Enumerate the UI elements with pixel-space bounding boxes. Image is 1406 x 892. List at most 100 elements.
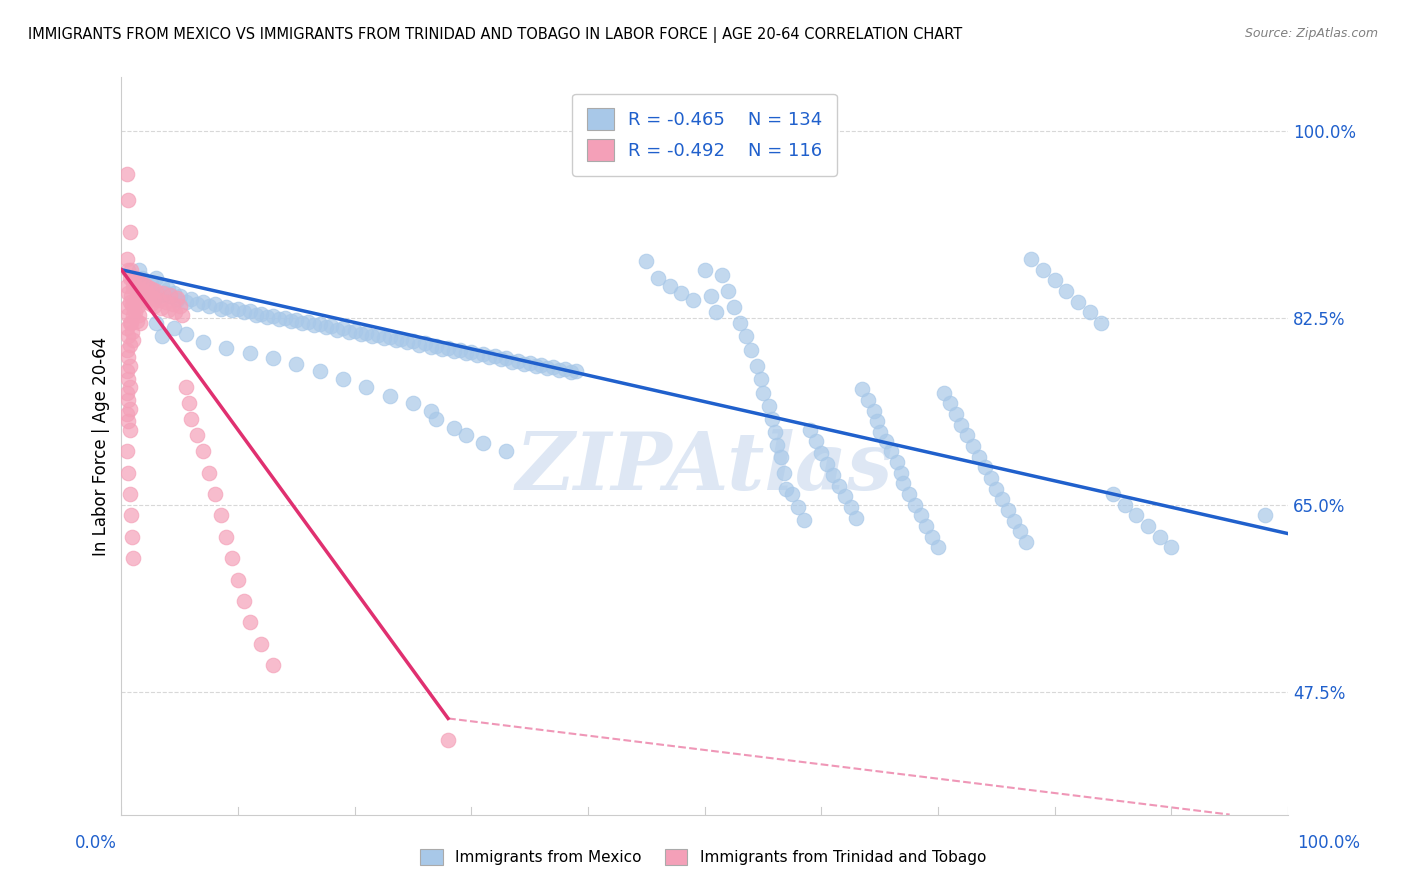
Point [1021, 252, 1043, 266]
Legend: R = -0.465    N = 134, R = -0.492    N = 116: R = -0.465 N = 134, R = -0.492 N = 116 [572, 94, 837, 176]
Point [962, 439, 984, 453]
Point [121, 530, 143, 544]
Point [163, 286, 186, 301]
Point [780, 487, 803, 501]
Point [766, 438, 789, 452]
Point [117, 329, 139, 343]
Point [408, 337, 430, 351]
Point [172, 308, 194, 322]
Point [143, 284, 166, 298]
Point [890, 466, 912, 480]
Text: IMMIGRANTS FROM MEXICO VS IMMIGRANTS FROM TRINIDAD AND TOBAGO IN LABOR FORCE | A: IMMIGRANTS FROM MEXICO VS IMMIGRANTS FRO… [28, 27, 962, 43]
Point [191, 294, 214, 309]
Point [565, 364, 588, 378]
Point [118, 380, 141, 394]
Point [524, 359, 547, 373]
Point [117, 308, 139, 322]
Point [134, 278, 156, 293]
Point [267, 311, 290, 326]
Point [945, 407, 967, 421]
Point [815, 457, 838, 471]
Point [134, 277, 156, 292]
Point [1253, 508, 1275, 523]
Point [1002, 514, 1025, 528]
Point [117, 262, 139, 277]
Point [209, 302, 232, 317]
Point [128, 308, 150, 322]
Point [337, 325, 360, 339]
Point [717, 284, 740, 298]
Point [384, 333, 406, 347]
Point [402, 396, 425, 410]
Point [636, 254, 658, 268]
Point [699, 289, 721, 303]
Point [763, 425, 786, 439]
Point [215, 300, 238, 314]
Point [174, 326, 197, 341]
Point [747, 359, 769, 373]
Point [250, 306, 273, 320]
Point [904, 498, 927, 512]
Point [124, 305, 146, 319]
Point [117, 364, 139, 378]
Point [472, 435, 495, 450]
Point [991, 492, 1014, 507]
Point [143, 299, 166, 313]
Point [142, 291, 165, 305]
Point [845, 510, 868, 524]
Point [1067, 294, 1090, 309]
Point [548, 363, 571, 377]
Point [122, 280, 145, 294]
Point [122, 551, 145, 566]
Point [138, 288, 160, 302]
Point [215, 341, 238, 355]
Point [280, 314, 302, 328]
Point [519, 356, 541, 370]
Point [866, 414, 889, 428]
Point [530, 358, 553, 372]
Point [177, 396, 200, 410]
Point [1090, 316, 1112, 330]
Point [647, 271, 669, 285]
Point [897, 487, 920, 501]
Point [1054, 284, 1077, 298]
Point [124, 271, 146, 285]
Point [239, 615, 262, 630]
Point [506, 353, 529, 368]
Point [541, 359, 564, 374]
Point [245, 308, 267, 322]
Point [274, 310, 297, 325]
Point [120, 289, 142, 303]
Point [155, 294, 177, 309]
Point [157, 282, 180, 296]
Point [449, 343, 471, 357]
Point [973, 460, 995, 475]
Point [180, 412, 202, 426]
Point [799, 423, 821, 437]
Point [117, 252, 139, 266]
Point [927, 541, 949, 555]
Text: 0.0%: 0.0% [75, 834, 117, 852]
Point [332, 372, 354, 386]
Point [513, 357, 536, 371]
Point [478, 351, 501, 365]
Point [117, 372, 139, 386]
Point [1014, 535, 1036, 549]
Point [1114, 498, 1136, 512]
Point [118, 271, 141, 285]
Point [869, 425, 891, 439]
Point [117, 393, 139, 408]
Point [749, 372, 772, 386]
Point [723, 300, 745, 314]
Point [297, 315, 319, 329]
Point [121, 325, 143, 339]
Point [121, 298, 143, 312]
Point [828, 478, 851, 492]
Point [460, 345, 482, 359]
Point [120, 316, 142, 330]
Point [186, 297, 208, 311]
Point [118, 423, 141, 437]
Point [332, 321, 354, 335]
Point [131, 284, 153, 298]
Point [174, 380, 197, 394]
